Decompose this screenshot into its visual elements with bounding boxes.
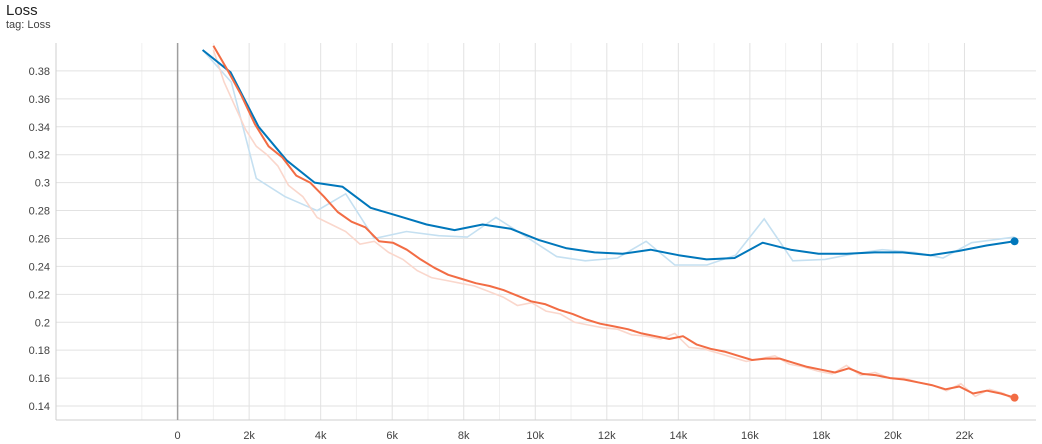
y-tick-label: 0.18 [29,345,50,357]
y-tick-label: 0.36 [29,94,50,106]
chart-subtitle: tag: Loss [6,19,51,31]
x-tick-label: 12k [598,430,616,442]
axes [55,43,1036,421]
smoothed-series-line [212,45,1015,399]
x-tick-label: 0 [175,430,181,442]
smoothed-series-lines [201,45,1015,399]
x-tick-label: 4k [315,430,327,442]
x-tick-label: 10k [526,430,544,442]
series-end-marker [1010,237,1019,246]
x-tick-labels: 0 2k 4k 6k 8k 10k 12k 14k 16k 18k 20k 22k [175,430,974,442]
y-tick-labels: 0.14 0.16 0.18 0.2 0.22 0.24 0.26 0.28 0.3 0.32 0.… [29,66,50,413]
y-tick-label: 0.2 [35,317,50,329]
y-tick-label: 0.38 [29,66,50,78]
end-markers [1010,237,1019,402]
grid-lines [56,43,1036,420]
y-tick-label: 0.34 [29,122,50,134]
y-tick-label: 0.24 [29,261,50,273]
series-end-marker [1010,393,1019,402]
y-tick-label: 0.3 [35,178,50,190]
x-tick-label: 6k [386,430,398,442]
x-tick-label: 20k [884,430,902,442]
x-tick-label: 22k [956,430,974,442]
y-tick-label: 0.32 [29,150,50,162]
y-tick-label: 0.16 [29,373,50,385]
x-tick-label: 2k [243,430,255,442]
smoothed-series-line [201,49,1015,261]
raw-series-line [212,49,1015,402]
x-tick-label: 14k [669,430,687,442]
y-tick-label: 0.14 [29,401,50,413]
x-tick-label: 16k [741,430,759,442]
chart-title: Loss [6,2,38,19]
y-tick-label: 0.28 [29,206,50,218]
x-tick-label: 8k [458,430,470,442]
y-tick-label: 0.26 [29,233,50,245]
y-tick-label: 0.22 [29,289,50,301]
x-tick-label: 18k [813,430,831,442]
